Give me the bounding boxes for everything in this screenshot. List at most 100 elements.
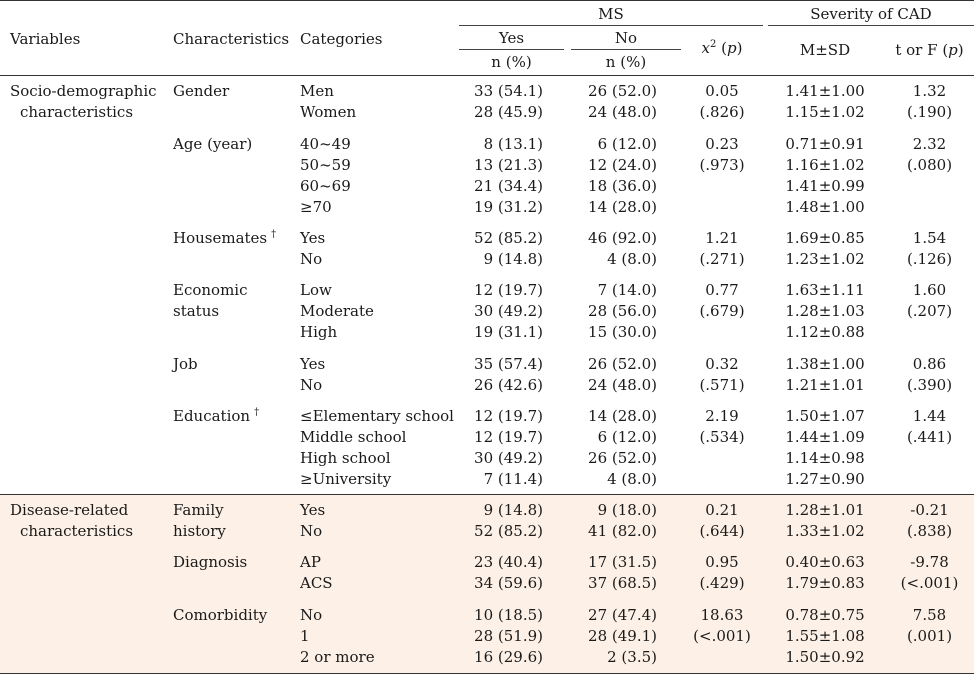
characteristic: Economic status [173,280,248,322]
category-line: High [300,323,338,341]
chi-square-line: (.571) [699,376,745,394]
t-or-f-line: (.390) [906,376,953,394]
mean-sd: 1.63±1.11 1.28±1.03 1.12±0.88 [770,280,880,343]
ms-yes-line: 34 (59.6) [474,574,543,592]
category: Yes No [300,228,460,270]
ms-no-line: 9 (18.0) [597,501,657,519]
chi-square-line: (.644) [699,522,745,540]
ms-no-line: 12 (24.0) [588,156,657,174]
ms-no-line: 26 (52.0) [588,355,657,373]
t-or-f-line: -0.21 [910,501,949,519]
section-label-line: Disease-related [10,501,129,519]
mean-sd: 1.38±1.00 1.21±1.01 [770,354,880,396]
header-ms: MS [598,5,624,23]
category-line: Moderate [300,302,374,320]
header-n-pct-yes: n (%) [491,53,532,71]
ms-no-line: 26 (52.0) [588,82,657,100]
characteristic: Housemates † [173,228,276,249]
t-or-f: 1.32 (.190) [885,81,974,123]
characteristic-line: Job [173,355,198,373]
mean-sd-line: 0.78±0.75 [785,606,865,624]
ms-no-line: 26 (52.0) [588,449,657,467]
category: Low Moderate High [300,280,460,343]
section-label-line: characteristics [20,103,134,121]
category-line: Middle school [300,428,407,446]
chi-square-line: 0.23 [705,135,739,153]
ms-yes-line: 52 (85.2) [474,229,543,247]
t-or-f-line: (.001) [906,627,953,645]
t-or-f: 2.32 (.080) [885,134,974,176]
ms-yes-line: 33 (54.1) [474,82,543,100]
mean-sd-line: 0.40±0.63 [785,553,865,571]
ms-no-line: 6 (12.0) [597,428,657,446]
chi-square: 0.77 (.679) [684,280,760,322]
header-yes: Yes [498,29,525,47]
characteristic: Age (year) [173,134,252,155]
mean-sd-line: 1.44±1.09 [785,428,865,446]
chi-square-line: (.679) [699,302,745,320]
header-categories: Categories [300,30,383,48]
mean-sd-line: 1.69±0.85 [785,229,865,247]
category-line: ≥70 [300,198,332,216]
ms-yes-line: 9 (14.8) [483,250,543,268]
section-divider [0,494,974,495]
ms-no-line: 15 (30.0) [588,323,657,341]
ms-no-line: 28 (56.0) [588,302,657,320]
characteristic-line: Gender [173,82,230,100]
t-or-f: -9.78 (<.001) [885,552,974,594]
characteristic-line: Diagnosis [173,553,248,571]
ms-yes-line: 7 (11.4) [483,470,543,488]
chi-square: 2.19 (.534) [684,406,760,448]
ms-yes-line: 28 (51.9) [474,627,543,645]
ms-yes-line: 30 (49.2) [474,449,543,467]
ms-no-line: 4 (8.0) [607,250,657,268]
mean-sd-line: 0.71±0.91 [785,135,865,153]
ms-underline [459,25,763,26]
ms-no: 17 (31.5) 37 (68.5) [571,552,657,594]
header-bottom-rule [0,75,974,76]
ms-no-line: 4 (8.0) [607,470,657,488]
chi-square: 18.63 (<.001) [684,605,760,647]
t-or-f-line: -9.78 [910,553,949,571]
chi-square-line: 0.32 [705,355,739,373]
ms-no-line: 2 (3.5) [607,648,657,666]
ms-no-line: 24 (48.0) [588,103,657,121]
category-line: 40~49 [300,135,351,153]
category-line: 50~59 [300,156,351,174]
t-or-f: 1.54 (.126) [885,228,974,270]
category-line: ≤Elementary school [300,407,454,425]
mean-sd: 1.69±0.85 1.23±1.02 [770,228,880,270]
section-label-line: characteristics [20,522,134,540]
t-or-f-line: (.207) [906,302,953,320]
chi-p: p [727,39,737,57]
ms-no-line: 24 (48.0) [588,376,657,394]
ms-no-line: 41 (82.0) [588,522,657,540]
mean-sd-line: 1.55±1.08 [785,627,865,645]
chi-symbol: x [701,39,710,57]
ms-yes-line: 23 (40.4) [474,553,543,571]
characteristic: Diagnosis [173,552,247,573]
ms-no-line: 27 (47.4) [588,606,657,624]
cad-underline [768,25,974,26]
mean-sd: 1.41±1.00 1.15±1.02 [770,81,880,123]
chi-square-line: 0.95 [705,553,739,571]
mean-sd-line: 1.50±0.92 [785,648,865,666]
mean-sd: 1.28±1.01 1.33±1.02 [770,500,880,542]
header-no: No [614,29,638,47]
characteristic-line: Education † [173,407,260,425]
tf-p: p [948,41,958,59]
mean-sd-line: 1.16±1.02 [785,156,865,174]
chi-square-line: 2.19 [705,407,739,425]
characteristic: Family history [173,500,226,542]
disease-band [0,494,974,674]
ms-no-line: 17 (31.5) [588,553,657,571]
ms-no-line: 46 (92.0) [588,229,657,247]
ms-yes: 35 (57.4) 26 (42.6) [459,354,543,396]
tf-label: t or F [895,41,938,59]
t-or-f-line: 0.86 [912,355,947,373]
t-or-f-line: 1.54 [912,229,947,247]
ms-no-line: 7 (14.0) [597,281,657,299]
characteristic: Education † [173,406,259,427]
ms-yes: 10 (18.5) 28 (51.9) 16 (29.6) [459,605,543,668]
header-severity: Severity of CAD [810,5,932,23]
